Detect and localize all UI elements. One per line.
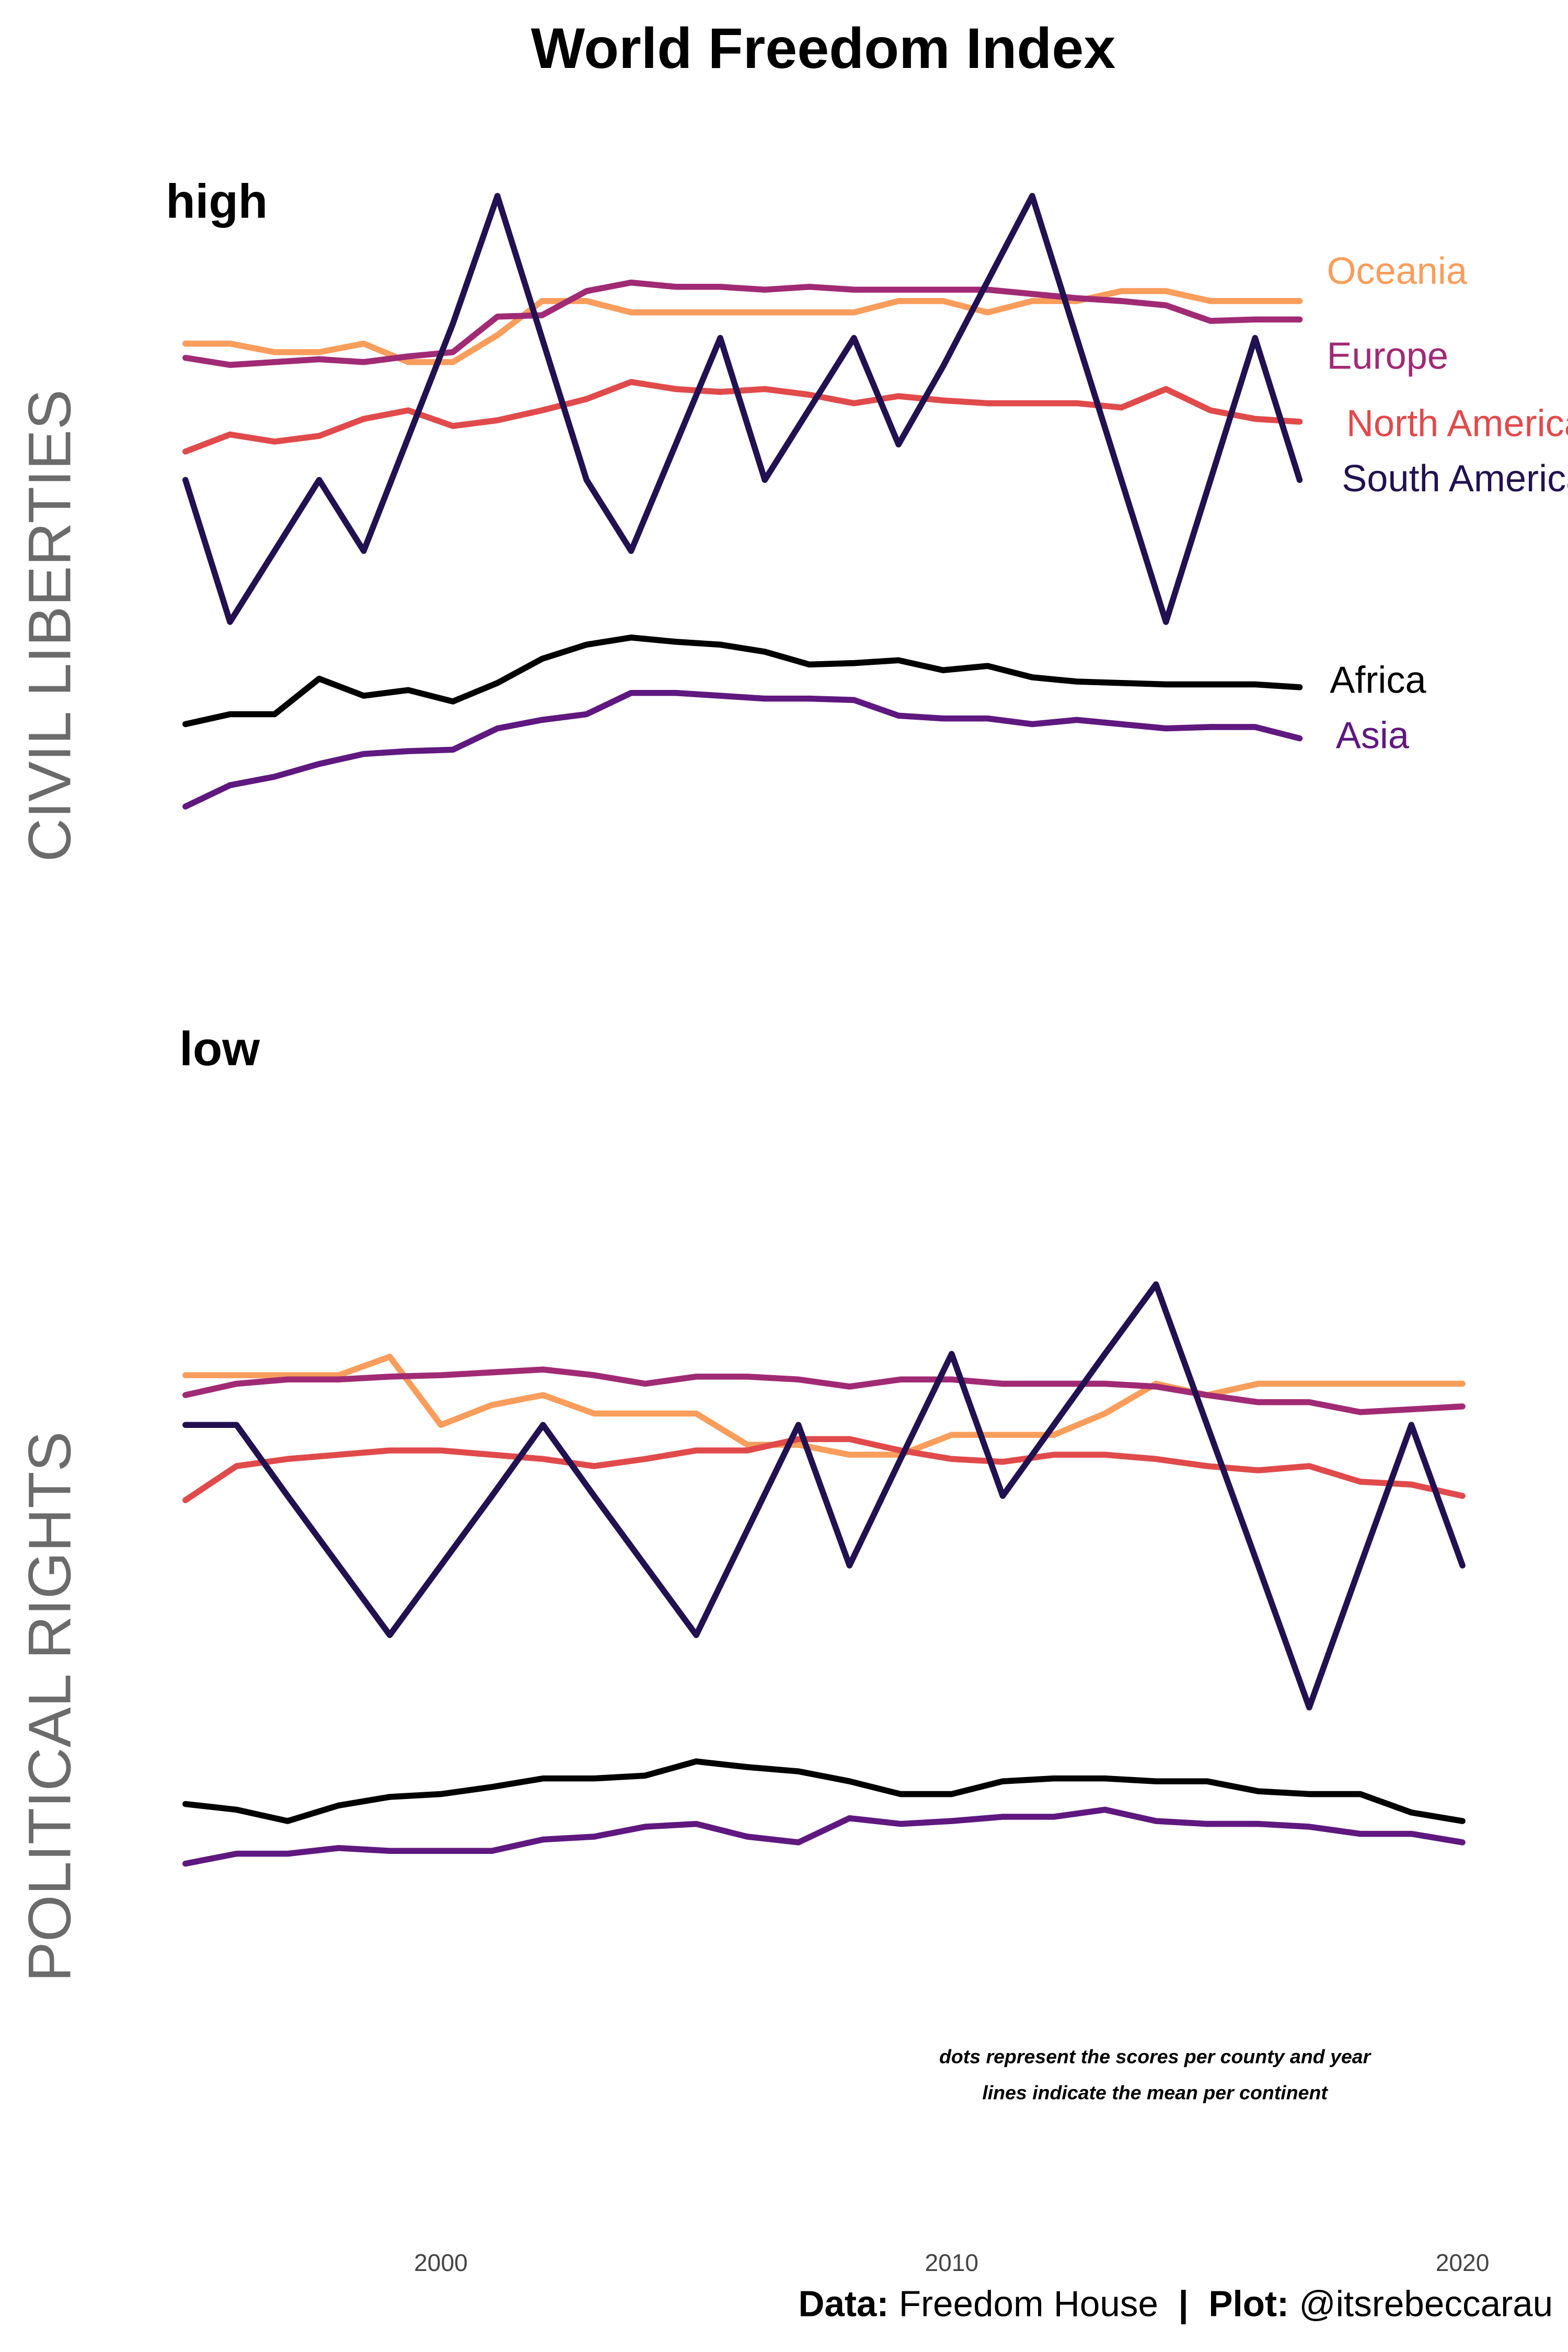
series-line: [182, 1366, 1466, 1415]
caption-part: @itsrebeccarau: [1299, 2284, 1553, 2324]
y-axis-title: CIVIL LIBERTIES: [16, 389, 83, 862]
series-line: [182, 689, 1303, 810]
series-line: [182, 379, 1303, 455]
note: dots represent the scores per county and…: [939, 2045, 1372, 2067]
caption-part: Freedom House: [899, 2284, 1158, 2324]
legend-label: Oceania: [1327, 250, 1467, 292]
caption-part: Data:: [798, 2284, 889, 2324]
series-line: [182, 279, 1303, 368]
series-line: [182, 1354, 1466, 1458]
y-axis-title: POLITICAL RIGHTS: [16, 1432, 83, 1982]
caption-part: Plot:: [1208, 2284, 1289, 2324]
note: lines indicate the mean per continent: [982, 2082, 1328, 2104]
legend-label: Asia: [1336, 715, 1410, 757]
x-tick-label: 2000: [414, 2249, 468, 2276]
legend-label: South America: [1342, 458, 1568, 500]
x-tick-label: 2020: [1436, 2249, 1490, 2276]
annotation: high: [166, 174, 268, 228]
series-line: [182, 1758, 1466, 1824]
annotation: low: [179, 1021, 260, 1076]
caption-part: |: [1178, 2284, 1188, 2325]
series-line: [182, 635, 1303, 728]
legend-label: Africa: [1330, 659, 1426, 701]
caption: Data: Freedom House | Plot: @itsrebeccar…: [798, 2284, 1553, 2325]
chart-title: World Freedom Index: [531, 17, 1116, 80]
series-line: [182, 1281, 1466, 1711]
series-line: [182, 1436, 1466, 1503]
legend-label: North America: [1346, 403, 1568, 445]
x-tick-label: 2010: [925, 2249, 978, 2276]
legend-label: Europe: [1327, 335, 1448, 377]
series-line: [182, 288, 1303, 365]
series-line: [182, 1806, 1466, 1867]
series-line: [182, 193, 1303, 625]
